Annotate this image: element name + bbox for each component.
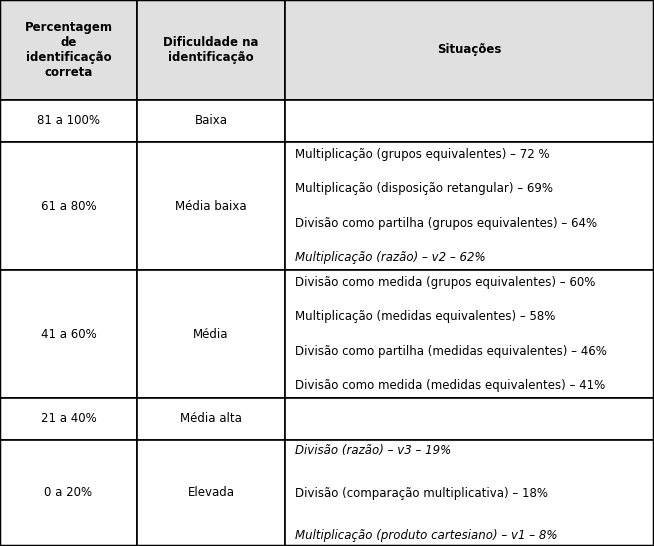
Text: Multiplicação (grupos equivalentes) – 72 %: Multiplicação (grupos equivalentes) – 72… [295, 149, 549, 161]
Text: Multiplicação (produto cartesiano) – v1 – 8%: Multiplicação (produto cartesiano) – v1 … [295, 529, 557, 542]
Bar [137, 100, 285, 142]
Text: 81 a 100%: 81 a 100% [37, 115, 100, 128]
Bar [285, 440, 654, 546]
Bar [137, 142, 285, 270]
Bar [0, 142, 137, 270]
Bar [285, 0, 654, 100]
Bar [137, 398, 285, 440]
Text: Divisão como partilha (medidas equivalentes) – 46%: Divisão como partilha (medidas equivalen… [295, 345, 607, 358]
Text: Baixa: Baixa [194, 115, 228, 128]
Text: Média baixa: Média baixa [175, 199, 247, 212]
Bar [0, 398, 137, 440]
Text: 41 a 60%: 41 a 60% [41, 328, 96, 341]
Bar [285, 100, 654, 142]
Text: Divisão como medida (grupos equivalentes) – 60%: Divisão como medida (grupos equivalentes… [295, 276, 595, 289]
Text: Dificuldade na
identificação: Dificuldade na identificação [164, 36, 259, 64]
Text: Divisão como medida (medidas equivalentes) – 41%: Divisão como medida (medidas equivalente… [295, 379, 605, 391]
Bar [137, 440, 285, 546]
Text: Multiplicação (razão) – v2 – 62%: Multiplicação (razão) – v2 – 62% [295, 251, 486, 264]
Text: Média: Média [193, 328, 229, 341]
Text: Multiplicação (disposição retangular) – 69%: Multiplicação (disposição retangular) – … [295, 182, 553, 195]
Bar [0, 0, 137, 100]
Bar [0, 440, 137, 546]
Text: Média alta: Média alta [180, 412, 242, 425]
Text: 0 a 20%: 0 a 20% [44, 486, 93, 500]
Bar [285, 142, 654, 270]
Text: Divisão (comparação multiplicativa) – 18%: Divisão (comparação multiplicativa) – 18… [295, 486, 548, 500]
Text: Divisão (razão) – v3 – 19%: Divisão (razão) – v3 – 19% [295, 444, 451, 457]
Bar [137, 270, 285, 398]
Text: Percentagem
de
identificação
correta: Percentagem de identificação correta [24, 21, 112, 79]
Bar [285, 270, 654, 398]
Text: Situações: Situações [438, 44, 502, 56]
Text: 61 a 80%: 61 a 80% [41, 199, 96, 212]
Text: Elevada: Elevada [188, 486, 235, 500]
Bar [137, 0, 285, 100]
Text: 21 a 40%: 21 a 40% [41, 412, 96, 425]
Bar [0, 100, 137, 142]
Text: Multiplicação (medidas equivalentes) – 58%: Multiplicação (medidas equivalentes) – 5… [295, 311, 555, 323]
Bar [0, 270, 137, 398]
Bar [285, 398, 654, 440]
Text: Divisão como partilha (grupos equivalentes) – 64%: Divisão como partilha (grupos equivalent… [295, 217, 597, 229]
